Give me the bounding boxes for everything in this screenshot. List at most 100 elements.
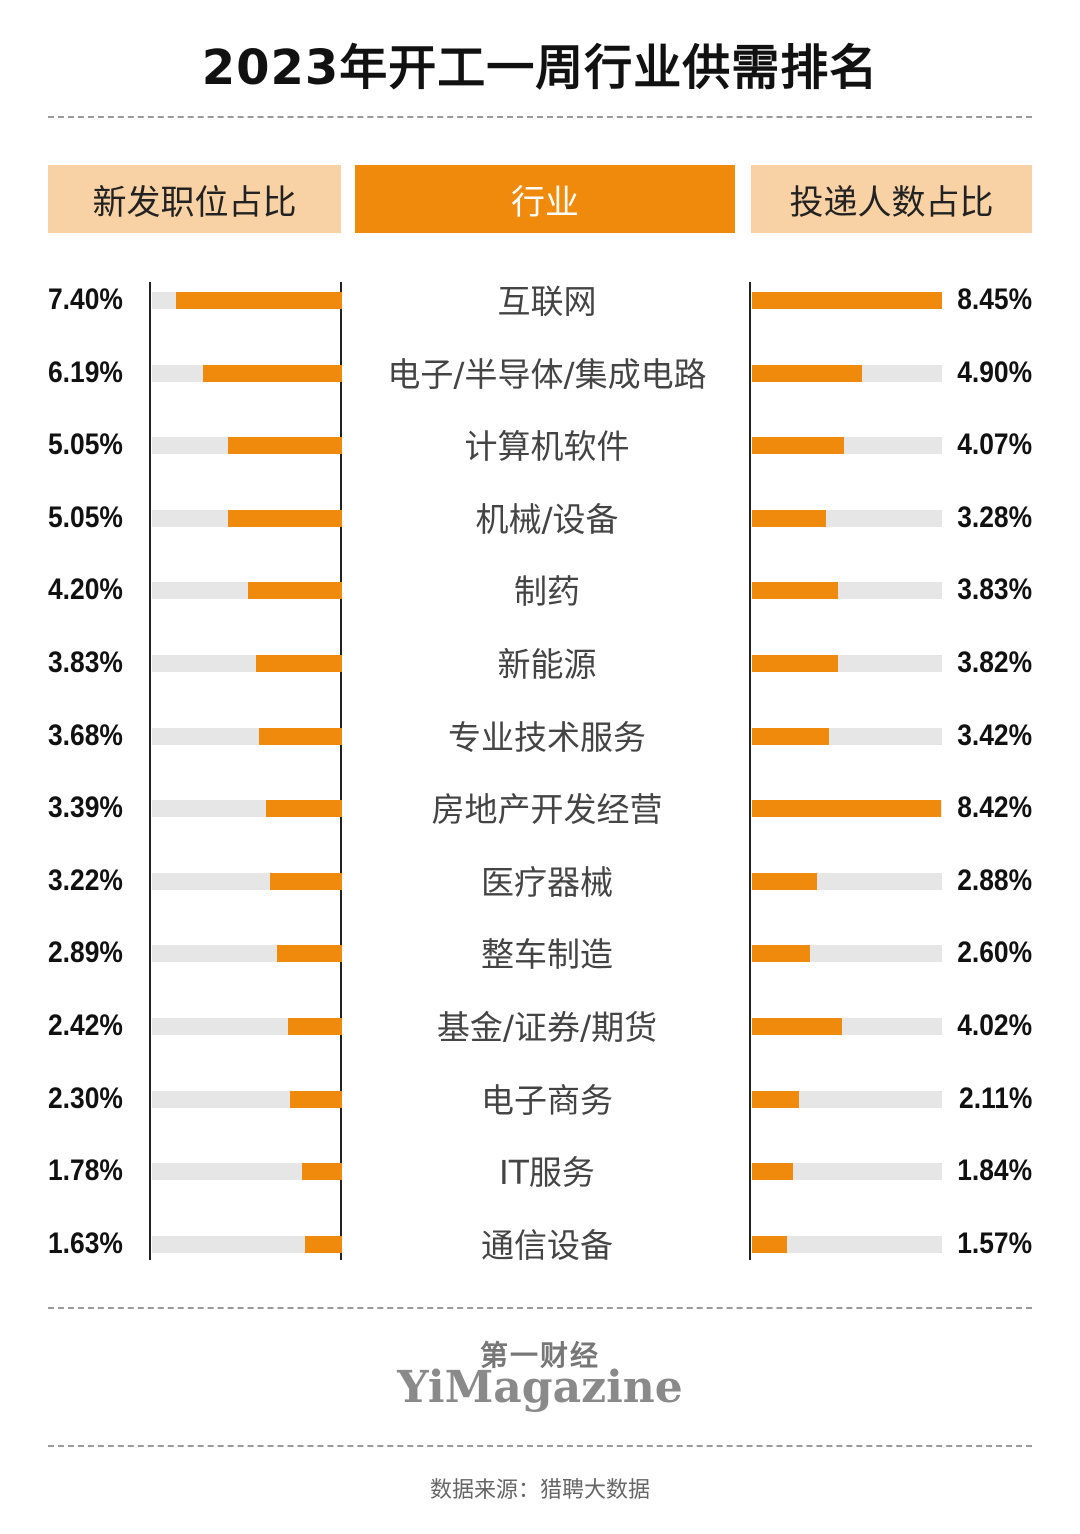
chart-row: 3.39% 房地产开发经营 8.42% (0, 790, 1080, 862)
chart-row: 3.22% 医疗器械 2.88% (0, 863, 1080, 935)
applicants-share-label: 2.88% (957, 863, 1032, 897)
applicants-share-label: 4.02% (957, 1009, 1032, 1042)
industry-label: 通信设备 (481, 1225, 613, 1265)
applicants-share-track (752, 1163, 942, 1181)
logo-chinese-text: 第一财经 (479, 1339, 600, 1372)
right-chart-axis (749, 282, 751, 1260)
applicants-share-label: 2.11% (958, 1081, 1032, 1115)
applicants-share-bar (752, 655, 838, 672)
divider-middle (48, 1307, 1032, 1309)
industry-label: 新能源 (497, 645, 597, 684)
chart-row: 1.78% IT服务 1.84% (0, 1153, 1080, 1225)
industry-label: 计算机软件 (464, 427, 630, 467)
new-jobs-share-track (152, 1090, 342, 1108)
applicants-share-bar (752, 1163, 794, 1181)
applicants-share-track (752, 582, 942, 600)
applicants-share-track (752, 292, 942, 309)
applicants-share-track (752, 1018, 942, 1035)
applicants-share-bar (752, 509, 826, 527)
applicants-share-track (752, 364, 942, 382)
applicants-share-bar (752, 582, 839, 600)
applicants-share-label: 4.90% (957, 355, 1032, 389)
new-jobs-share-track (152, 800, 342, 818)
chart-row: 5.05% 计算机软件 4.07% (0, 427, 1080, 499)
new-jobs-share-label: 2.89% (48, 936, 123, 970)
new-jobs-share-label: 2.30% (48, 1081, 123, 1115)
new-jobs-share-bar (202, 364, 342, 382)
applicants-share-track (752, 509, 942, 527)
new-jobs-share-label: 3.83% (48, 646, 123, 679)
applicants-share-label: 2.60% (957, 936, 1032, 970)
new-jobs-share-label: 3.68% (48, 718, 123, 752)
new-jobs-share-bar (305, 1235, 342, 1253)
industry-label: 机械/设备 (475, 499, 619, 539)
chart-row: 7.40% 互联网 8.45% (0, 282, 1080, 354)
header-industry: 行业 (355, 165, 735, 233)
left-chart-axis-inner (340, 282, 342, 1260)
data-source-note: 数据来源：猎聘大数据 (429, 1478, 650, 1503)
new-jobs-share-track (152, 1235, 342, 1253)
header-applicants-share: 投递人数占比 (751, 165, 1032, 233)
applicants-share-bar (752, 1018, 843, 1035)
industry-label: 制药 (514, 572, 580, 612)
new-jobs-share-label: 5.05% (48, 428, 123, 462)
header-new-jobs-share: 新发职位占比 (48, 165, 341, 233)
applicants-share-label: 3.82% (957, 646, 1032, 679)
new-jobs-share-bar (175, 292, 342, 309)
new-jobs-share-track (152, 437, 342, 455)
industry-label: 整车制造 (481, 935, 613, 975)
new-jobs-share-label: 3.22% (48, 863, 123, 897)
applicants-share-track (752, 800, 942, 818)
divider-bottom (48, 1445, 1032, 1447)
new-jobs-share-label: 5.05% (48, 500, 123, 534)
new-jobs-share-bar (228, 509, 342, 527)
applicants-share-label: 8.42% (957, 791, 1032, 825)
industry-label: 电子/半导体/集成电路 (387, 354, 707, 394)
new-jobs-share-bar (255, 655, 342, 672)
applicants-share-bar (752, 364, 863, 382)
applicants-share-bar (752, 727, 829, 745)
applicants-share-track (752, 872, 942, 890)
applicants-share-bar (752, 292, 942, 309)
industry-label: 电子商务 (481, 1080, 613, 1120)
industry-label: 互联网 (497, 282, 597, 321)
divider-top (48, 116, 1032, 118)
applicants-share-label: 8.45% (957, 283, 1032, 316)
left-chart-axis-outer (149, 282, 151, 1260)
chart-title: 2023年开工一周行业供需排名 (201, 40, 879, 96)
new-jobs-share-label: 6.19% (48, 355, 123, 389)
applicants-share-track (752, 1090, 942, 1108)
applicants-share-label: 3.28% (957, 500, 1032, 534)
chart-row: 3.83% 新能源 3.82% (0, 645, 1080, 717)
new-jobs-share-bar (269, 872, 342, 890)
new-jobs-share-track (152, 945, 342, 963)
new-jobs-share-label: 7.40% (48, 283, 123, 316)
new-jobs-share-track (152, 655, 342, 672)
new-jobs-share-label: 2.42% (48, 1009, 123, 1042)
chart-row: 2.89% 整车制造 2.60% (0, 935, 1080, 1007)
new-jobs-share-track (152, 364, 342, 382)
new-jobs-share-bar (301, 1163, 342, 1181)
new-jobs-share-bar (277, 945, 342, 963)
applicants-share-label: 4.07% (957, 428, 1032, 462)
new-jobs-share-track (152, 1163, 342, 1181)
new-jobs-share-bar (290, 1090, 342, 1108)
applicants-share-bar (752, 1090, 800, 1108)
applicants-share-track (752, 945, 942, 963)
industry-label: 医疗器械 (481, 862, 613, 902)
applicants-share-bar (752, 1235, 788, 1253)
applicants-share-track (752, 437, 942, 455)
new-jobs-share-label: 3.39% (48, 791, 123, 825)
new-jobs-share-track (152, 292, 342, 309)
new-jobs-share-track (152, 727, 342, 745)
applicants-share-track (752, 655, 942, 672)
applicants-share-bar (752, 872, 817, 890)
new-jobs-share-label: 4.20% (48, 573, 123, 607)
new-jobs-share-bar (259, 727, 342, 745)
industry-label: 专业技术服务 (448, 717, 646, 757)
applicants-share-bar (752, 800, 942, 818)
applicants-share-bar (752, 945, 811, 963)
new-jobs-share-bar (228, 437, 342, 455)
chart-row: 2.30% 电子商务 2.11% (0, 1081, 1080, 1153)
new-jobs-share-track (152, 509, 342, 527)
